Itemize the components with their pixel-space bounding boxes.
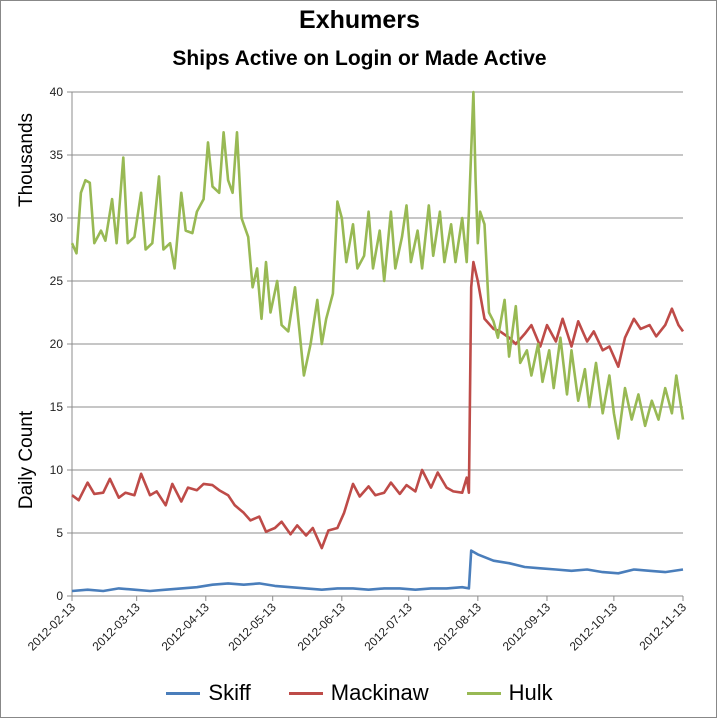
legend-swatch [166,691,201,695]
x-tick-label: 2012-05-13 [226,600,280,654]
series-line-mackinaw [71,260,685,550]
x-tick-label: 2012-04-13 [159,600,213,654]
x-tick-label: 2012-10-13 [567,600,621,654]
y-tick-label: 25 [50,274,64,288]
y-tick-label: 0 [56,589,63,603]
y-tick-label: 30 [50,211,64,225]
y-tick-label: 15 [50,400,64,414]
x-tick-label: 2012-03-13 [89,600,143,654]
chart-subtitle: Ships Active on Login or Made Active [172,47,547,70]
x-tick-label: 2012-02-13 [25,600,79,654]
legend-swatch [288,691,323,695]
y-tick-label: 5 [56,526,63,540]
x-tick-label: 2012-08-13 [431,600,485,654]
series-line-skiff [71,549,684,593]
y-axis-label-upper: Thousands [16,113,37,207]
chart-legend: Skiff Mackinaw Hulk [0,680,719,706]
legend-item-mackinaw: Mackinaw [288,680,429,706]
legend-label: Hulk [508,680,553,705]
y-axis-label-lower: Daily Count [16,410,37,509]
x-tick-label: 2012-07-13 [362,600,416,654]
y-tick-label: 35 [50,148,64,162]
legend-item-hulk: Hulk [466,680,553,706]
legend-label: Mackinaw [330,680,429,705]
chart-title: Exhumers [299,6,420,34]
y-tick-label: 10 [50,463,64,477]
x-tick-label: 2012-09-13 [500,600,554,654]
legend-label: Skiff [208,680,251,705]
y-tick-label: 20 [50,337,64,351]
y-tick-label: 40 [50,85,64,99]
x-tick-label: 2012-06-13 [295,600,349,654]
x-tick-label: 2012-11-13 [636,600,689,653]
legend-swatch [466,691,501,695]
legend-item-skiff: Skiff [166,680,251,706]
series-line-hulk [70,90,685,440]
